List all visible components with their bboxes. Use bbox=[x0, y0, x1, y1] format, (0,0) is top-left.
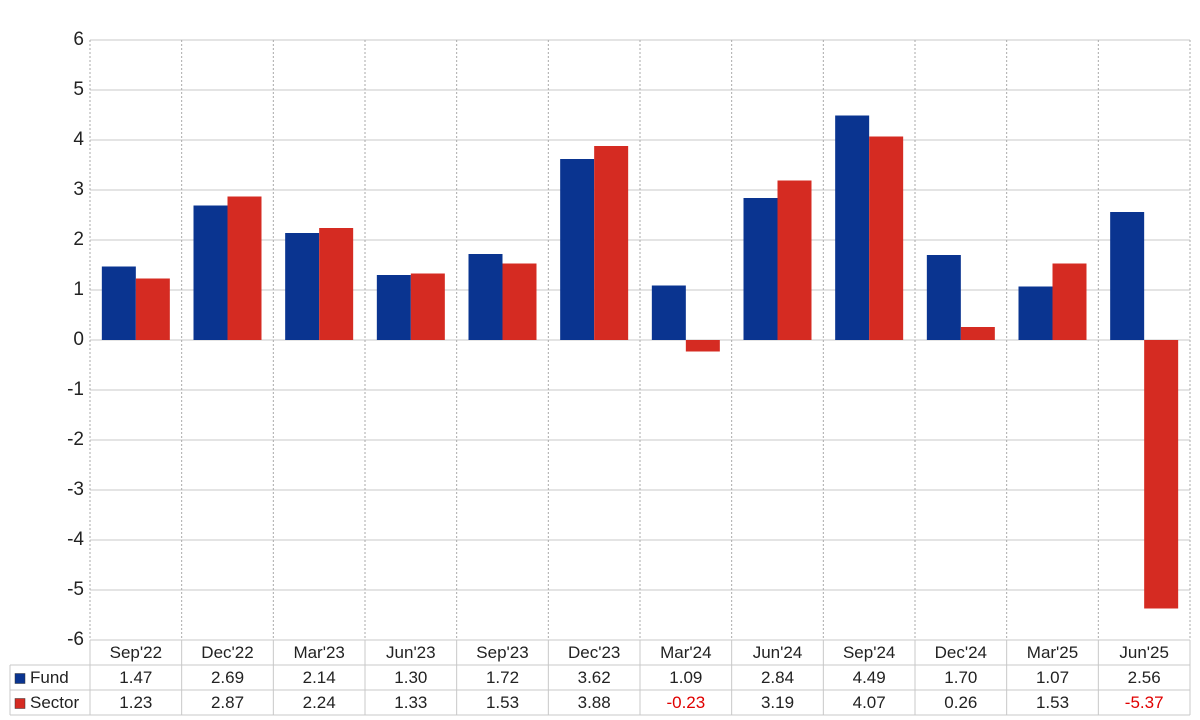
bar bbox=[743, 198, 778, 340]
x-tick-label: Sep'22 bbox=[110, 643, 162, 662]
data-label: 2.24 bbox=[303, 693, 336, 712]
data-label: 1.53 bbox=[486, 693, 519, 712]
y-tick-label: -4 bbox=[67, 529, 84, 550]
legend-swatch bbox=[14, 698, 26, 709]
bar bbox=[777, 180, 812, 340]
data-label: 0.26 bbox=[944, 693, 977, 712]
y-tick-label: 1 bbox=[73, 279, 84, 300]
bar bbox=[960, 327, 995, 340]
bar bbox=[285, 233, 320, 340]
data-label: 1.70 bbox=[944, 668, 977, 687]
data-label: 1.07 bbox=[1036, 668, 1069, 687]
x-tick-label: Mar'25 bbox=[1027, 643, 1078, 662]
bar bbox=[594, 146, 629, 340]
data-label: 3.88 bbox=[578, 693, 611, 712]
legend-label: Fund bbox=[30, 668, 69, 687]
y-tick-label: -6 bbox=[67, 629, 84, 650]
bar bbox=[1144, 340, 1179, 609]
data-label: 1.30 bbox=[394, 668, 427, 687]
data-label: -5.37 bbox=[1125, 693, 1164, 712]
x-tick-label: Sep'23 bbox=[476, 643, 528, 662]
y-tick-label: 2 bbox=[73, 229, 84, 250]
data-label: 1.53 bbox=[1036, 693, 1069, 712]
bar bbox=[869, 136, 904, 340]
data-label: 2.87 bbox=[211, 693, 244, 712]
bar bbox=[193, 205, 228, 340]
data-label: 2.14 bbox=[303, 668, 336, 687]
y-tick-label: 5 bbox=[73, 79, 84, 100]
x-tick-label: Sep'24 bbox=[843, 643, 895, 662]
y-tick-label: -2 bbox=[67, 429, 84, 450]
data-label: 1.47 bbox=[119, 668, 152, 687]
data-label: 1.09 bbox=[669, 668, 702, 687]
y-tick-label: 0 bbox=[73, 329, 84, 350]
x-tick-label: Dec'22 bbox=[201, 643, 253, 662]
data-label: -0.23 bbox=[666, 693, 705, 712]
x-tick-label: Jun'24 bbox=[753, 643, 803, 662]
bar bbox=[468, 254, 503, 340]
bar bbox=[410, 273, 445, 340]
bar bbox=[835, 115, 870, 340]
bar bbox=[685, 340, 720, 352]
data-label: 2.56 bbox=[1128, 668, 1161, 687]
y-tick-label: 3 bbox=[73, 179, 84, 200]
x-tick-label: Mar'23 bbox=[293, 643, 344, 662]
y-tick-label: 6 bbox=[73, 29, 84, 50]
bar bbox=[926, 255, 961, 340]
data-label: 1.72 bbox=[486, 668, 519, 687]
data-label: 1.33 bbox=[394, 693, 427, 712]
bar bbox=[376, 275, 411, 340]
bar bbox=[319, 228, 354, 340]
data-label: 4.07 bbox=[853, 693, 886, 712]
y-tick-label: 4 bbox=[73, 129, 84, 150]
bar bbox=[101, 266, 136, 340]
data-label: 2.84 bbox=[761, 668, 794, 687]
legend-swatch bbox=[14, 673, 26, 684]
x-tick-label: Jun'23 bbox=[386, 643, 436, 662]
data-label: 1.23 bbox=[119, 693, 152, 712]
bar bbox=[502, 263, 537, 340]
x-tick-label: Jun'25 bbox=[1119, 643, 1169, 662]
x-tick-label: Dec'23 bbox=[568, 643, 620, 662]
data-label: 3.19 bbox=[761, 693, 794, 712]
bar bbox=[135, 278, 170, 340]
x-tick-label: Dec'24 bbox=[935, 643, 987, 662]
bar bbox=[1052, 263, 1087, 340]
y-tick-label: -3 bbox=[67, 479, 84, 500]
bar bbox=[560, 159, 595, 340]
data-label: 3.62 bbox=[578, 668, 611, 687]
bar bbox=[1018, 286, 1053, 340]
data-label: 2.69 bbox=[211, 668, 244, 687]
bar bbox=[1110, 212, 1145, 340]
x-tick-label: Mar'24 bbox=[660, 643, 711, 662]
data-label: 4.49 bbox=[853, 668, 886, 687]
bar bbox=[227, 196, 262, 340]
y-tick-label: -1 bbox=[67, 379, 84, 400]
legend-label: Sector bbox=[30, 693, 79, 712]
bar bbox=[651, 285, 686, 340]
y-tick-label: -5 bbox=[67, 579, 84, 600]
